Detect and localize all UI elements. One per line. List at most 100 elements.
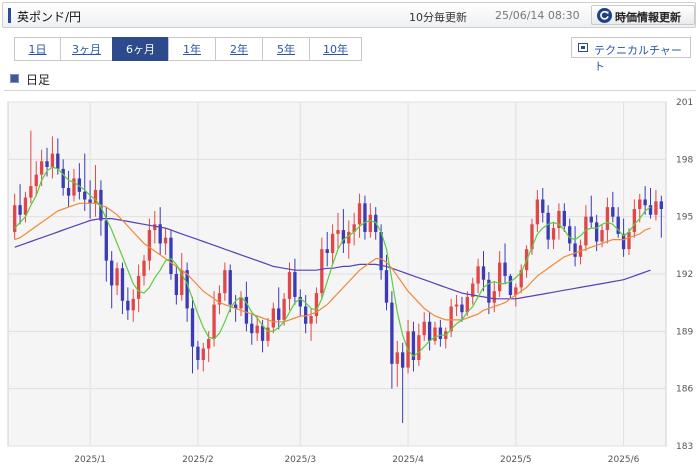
candle-body [471, 283, 475, 297]
candle-body [298, 296, 302, 307]
candle-body [395, 352, 399, 364]
x-tick-label: 2025/6 [608, 455, 640, 465]
candle-body [347, 231, 351, 244]
candle-body [29, 186, 33, 198]
tab-2y[interactable]: 2年 [215, 37, 263, 61]
candle-body [260, 325, 265, 341]
candle-body [115, 268, 119, 286]
candle-body [368, 214, 373, 232]
candle-body [643, 199, 647, 206]
candle-body [163, 237, 168, 244]
candlestick-chart: 183 186 189 192 195 198 201 2025/1 2025/2 2025/3 2… [7, 98, 693, 465]
candle-body [77, 178, 82, 192]
candle-body [207, 338, 211, 349]
candle-body [228, 270, 232, 305]
refresh-button[interactable]: 時価情報更新 [591, 5, 695, 25]
candle-body [422, 321, 426, 336]
tab-label: 2年 [230, 43, 248, 56]
candle-body [535, 199, 540, 225]
candle-body [600, 230, 604, 242]
x-tick-label: 2025/4 [392, 455, 424, 465]
period-tabs: 1日 3ヶ月 6ヶ月 1年 2年 5年 10年 [14, 37, 362, 61]
candle-body [61, 168, 65, 188]
candle-body [250, 323, 254, 334]
candle-body [233, 304, 238, 309]
candle-body [584, 216, 588, 246]
tab-1d[interactable]: 1日 [14, 37, 61, 61]
y-tick-label: 195 [676, 213, 693, 223]
candle-body [104, 220, 108, 261]
y-tick-label: 183 [676, 442, 693, 452]
legend-square-icon [10, 74, 19, 83]
candle-body [384, 270, 389, 303]
candle-body [648, 205, 653, 215]
ma-mid-line [14, 202, 651, 323]
update-datetime: 25/06/14 08:30 [495, 9, 580, 22]
candle-body [88, 199, 92, 204]
tab-5y[interactable]: 5年 [262, 37, 310, 61]
candle-body [282, 298, 286, 320]
candle-body [492, 291, 496, 303]
candle-body [56, 153, 60, 169]
candle-body [196, 346, 200, 360]
candle-body [503, 262, 507, 276]
candle-body [573, 243, 577, 257]
y-tick-label: 201 [676, 98, 693, 108]
candle-body [481, 266, 486, 280]
candle-body [417, 335, 421, 360]
tab-10y[interactable]: 10年 [309, 37, 362, 61]
candle-body [551, 228, 556, 240]
candle-body [390, 302, 394, 364]
candle-body [352, 224, 356, 232]
candle-body [546, 212, 550, 240]
candle-body [314, 293, 319, 317]
candle-body [110, 260, 114, 286]
candle-body [562, 210, 566, 227]
candle-body [18, 205, 22, 215]
tab-label: 1年 [183, 43, 201, 56]
candle-body [330, 233, 335, 253]
candle-body [476, 266, 480, 284]
candle-body [136, 275, 141, 299]
candle-body [93, 189, 98, 204]
candle-body [530, 224, 534, 250]
candle-body [126, 300, 130, 311]
tab-6m[interactable]: 6ヶ月 [112, 37, 169, 61]
candle-body [638, 199, 642, 210]
candle-body [363, 203, 367, 232]
candle-body [217, 293, 222, 305]
y-tick-label: 192 [676, 270, 693, 280]
candle-body [632, 209, 637, 232]
candle-body [83, 191, 87, 200]
candle-body [336, 230, 340, 234]
x-tick-label: 2025/5 [500, 455, 532, 465]
ma-long-line [14, 217, 651, 300]
candle-body [589, 216, 593, 223]
divider [4, 90, 696, 91]
tab-label: 5年 [277, 43, 295, 56]
candle-body [497, 262, 502, 292]
technical-chart-button[interactable]: テクニカルチャート [571, 37, 691, 73]
candle-body [287, 272, 292, 299]
candle-body [244, 296, 249, 324]
candle-body [594, 222, 599, 242]
update-frequency: 10分毎更新 [409, 11, 467, 24]
candle-body [66, 188, 71, 196]
technical-chart-label: テクニカルチャート [594, 44, 682, 73]
candle-body [266, 327, 270, 341]
x-tick-label: 2025/3 [284, 455, 316, 465]
candle-body [557, 210, 561, 229]
candle-body [605, 207, 610, 231]
candle-body [50, 153, 55, 167]
page-title: 英ポンド/円 [17, 10, 82, 24]
header-accent [8, 8, 11, 23]
candle-body [541, 199, 545, 213]
candle-body [39, 161, 44, 175]
candle-body [357, 203, 362, 225]
candle-body [519, 270, 523, 288]
tab-1y[interactable]: 1年 [168, 37, 216, 61]
candle-body [185, 270, 189, 309]
y-tick-label: 198 [676, 155, 693, 165]
tab-3m[interactable]: 3ヶ月 [60, 37, 113, 61]
x-tick-label: 2025/1 [74, 455, 106, 465]
